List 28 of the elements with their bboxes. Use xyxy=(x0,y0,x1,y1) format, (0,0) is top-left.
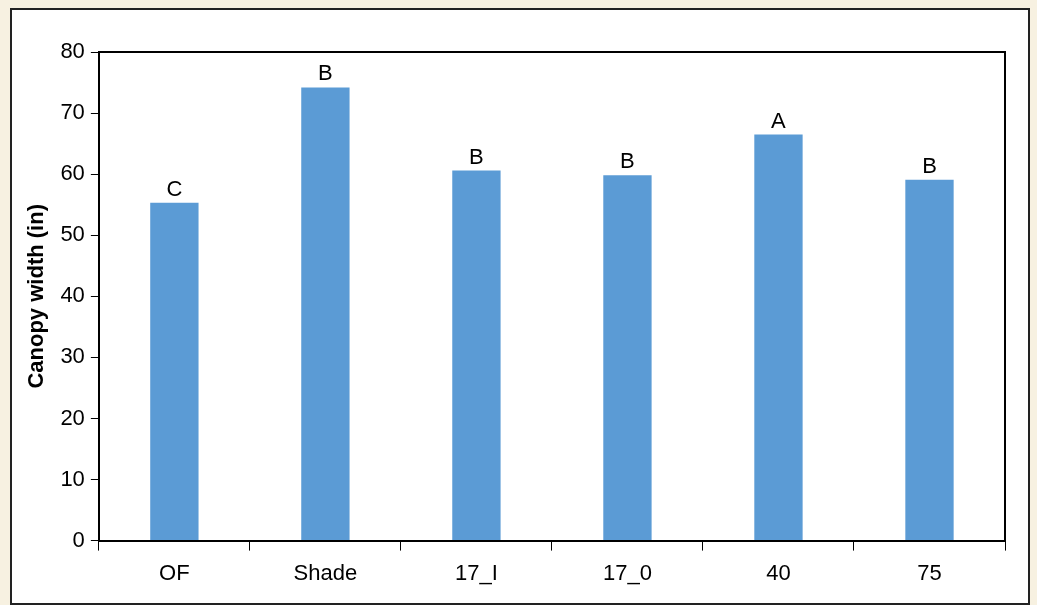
y-tick-label: 0 xyxy=(72,526,85,552)
y-axis-title: Canopy width (in) xyxy=(23,204,49,389)
x-tick-label: OF xyxy=(159,559,190,585)
x-tick-label: 17_I xyxy=(455,559,498,585)
y-tick-label: 80 xyxy=(60,38,85,64)
y-tick-label: 70 xyxy=(60,99,85,125)
annotation: A xyxy=(771,107,787,133)
bar xyxy=(603,175,652,541)
bar xyxy=(301,87,350,541)
y-tick-label: 50 xyxy=(60,221,85,247)
bar xyxy=(905,179,954,541)
bar xyxy=(452,170,501,541)
x-tick-label: 40 xyxy=(766,559,791,585)
y-tick-label: 60 xyxy=(60,160,85,186)
y-tick-label: 20 xyxy=(60,404,85,430)
y-tick-label: 10 xyxy=(60,465,85,491)
x-tick-label: Shade xyxy=(293,559,358,585)
annotation: B xyxy=(620,148,635,174)
annotation: B xyxy=(469,143,484,169)
annotation: B xyxy=(318,60,333,86)
y-tick-label: 40 xyxy=(60,282,85,308)
bar xyxy=(754,134,803,541)
x-tick-label: 17_0 xyxy=(602,559,652,585)
y-tick-label: 30 xyxy=(60,343,85,369)
annotation: C xyxy=(166,175,183,201)
annotation: B xyxy=(922,152,937,178)
bar xyxy=(150,202,199,541)
x-tick-label: 75 xyxy=(917,559,942,585)
